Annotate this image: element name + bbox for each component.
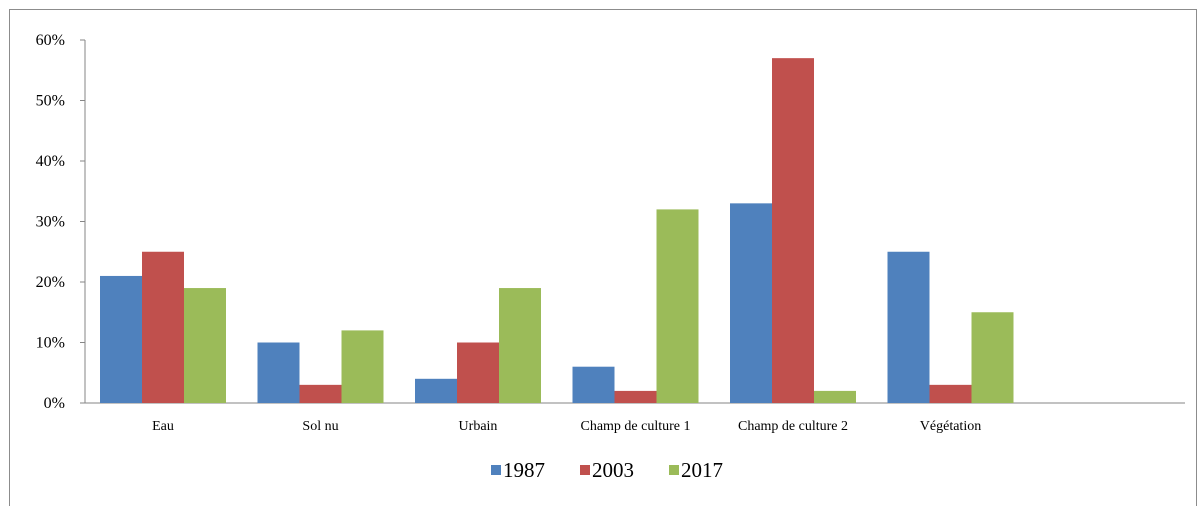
y-tick-label: 40%	[36, 153, 65, 170]
category-label: Végétation	[920, 419, 981, 434]
axes	[84, 40, 1185, 404]
legend-label-1987: 1987	[503, 458, 545, 482]
bar-2017-3	[499, 288, 541, 403]
chart-frame	[9, 9, 1197, 506]
y-ticks: 0% 10% 20% 30% 40% 50% 60%	[36, 32, 85, 412]
y-tick-label: 0%	[44, 395, 65, 412]
category-label: Eau	[152, 419, 174, 434]
y-tick-label: 60%	[36, 32, 65, 49]
legend-swatch-2003	[580, 465, 590, 475]
y-tick-label: 30%	[36, 214, 65, 231]
legend-label-2003: 2003	[592, 458, 634, 482]
category-labels: Eau Sol nu Urbain Champ de culture 1 Champ d…	[152, 419, 981, 434]
y-tick-label: 20%	[36, 274, 65, 291]
category-label: Champ de culture 1	[580, 419, 690, 434]
bar-1987-6	[887, 251, 930, 403]
legend-label-2017: 2017	[681, 458, 723, 482]
bar-2017-1	[184, 288, 226, 403]
bar-1987-5	[730, 203, 772, 403]
bar-2017-4	[656, 209, 699, 403]
y-tick-label: 50%	[36, 93, 65, 110]
bar-2003-1	[142, 251, 184, 403]
bar-2003-6	[929, 384, 972, 403]
bar-1987-1	[100, 275, 142, 403]
y-tick-label: 10%	[36, 335, 65, 352]
bar-1987-2	[257, 342, 300, 403]
category-label: Champ de culture 2	[738, 419, 848, 434]
legend-swatch-2017	[669, 465, 679, 475]
bar-2003-3	[457, 342, 499, 403]
bar-2003-4	[614, 390, 657, 403]
bar-2003-5	[772, 58, 814, 404]
bars	[100, 58, 1014, 404]
bar-1987-4	[572, 366, 615, 403]
bar-2003-2	[299, 384, 342, 403]
bar-2017-2	[341, 330, 384, 403]
category-label: Urbain	[459, 419, 498, 434]
bar-2017-6	[971, 312, 1014, 403]
category-label: Sol nu	[302, 419, 338, 434]
bar-2017-5	[814, 390, 856, 403]
legend: 1987 2003 2017	[491, 458, 723, 482]
legend-swatch-1987	[491, 465, 501, 475]
bar-1987-3	[415, 378, 457, 403]
